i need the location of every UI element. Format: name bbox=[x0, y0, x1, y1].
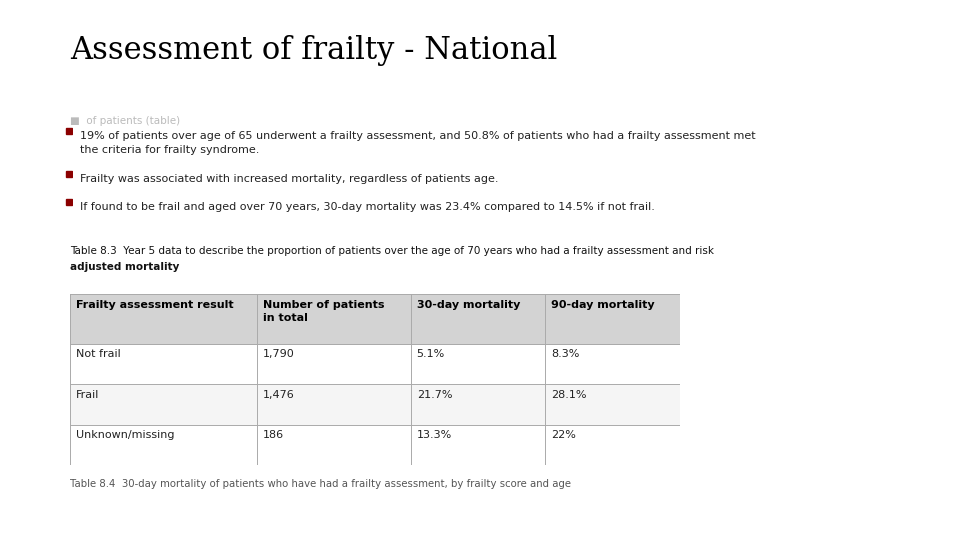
Text: 30-day mortality: 30-day mortality bbox=[417, 300, 520, 310]
Text: Number of patients
in total: Number of patients in total bbox=[263, 300, 385, 323]
Text: Frail: Frail bbox=[76, 390, 99, 400]
Text: 28.1%: 28.1% bbox=[551, 390, 587, 400]
Bar bbox=[66, 199, 72, 205]
Text: Unknown/missing: Unknown/missing bbox=[76, 430, 175, 441]
Bar bbox=[70, 344, 680, 384]
Text: ■  of patients (table): ■ of patients (table) bbox=[70, 116, 180, 126]
Text: 1,790: 1,790 bbox=[263, 349, 295, 360]
Text: 5.1%: 5.1% bbox=[417, 349, 444, 360]
Text: Frailty assessment result: Frailty assessment result bbox=[76, 300, 233, 310]
Text: 21.7%: 21.7% bbox=[417, 390, 452, 400]
Bar bbox=[66, 127, 72, 134]
Text: Frailty was associated with increased mortality, regardless of patients age.: Frailty was associated with increased mo… bbox=[80, 174, 498, 184]
Text: Not frail: Not frail bbox=[76, 349, 121, 360]
Text: 19% of patients over age of 65 underwent a frailty assessment, and 50.8% of pati: 19% of patients over age of 65 underwent… bbox=[80, 131, 756, 154]
Text: Assessment of frailty - National: Assessment of frailty - National bbox=[70, 35, 558, 66]
Text: Table 8.3  Year 5 data to describe the proportion of patients over the age of 70: Table 8.3 Year 5 data to describe the pr… bbox=[70, 246, 714, 256]
Text: 13.3%: 13.3% bbox=[417, 430, 452, 441]
Text: 22%: 22% bbox=[551, 430, 576, 441]
Text: 90-day mortality: 90-day mortality bbox=[551, 300, 655, 310]
Text: If found to be frail and aged over 70 years, 30-day mortality was 23.4% compared: If found to be frail and aged over 70 ye… bbox=[80, 202, 655, 212]
Bar bbox=[66, 171, 72, 177]
Bar bbox=[70, 425, 680, 465]
Text: 8.3%: 8.3% bbox=[551, 349, 580, 360]
Bar bbox=[70, 294, 680, 344]
Text: 1,476: 1,476 bbox=[263, 390, 295, 400]
Bar bbox=[70, 384, 680, 425]
Text: Table 8.4  30-day mortality of patients who have had a frailty assessment, by fr: Table 8.4 30-day mortality of patients w… bbox=[70, 479, 571, 489]
Text: adjusted mortality: adjusted mortality bbox=[70, 262, 180, 272]
Text: 186: 186 bbox=[263, 430, 284, 441]
